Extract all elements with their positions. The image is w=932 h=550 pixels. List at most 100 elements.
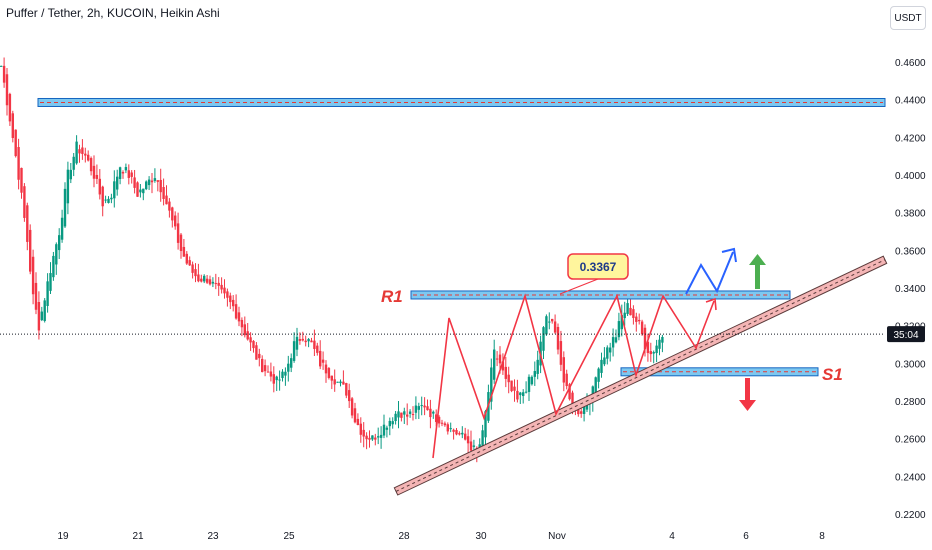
candle-body <box>394 413 397 422</box>
candle-body <box>301 338 304 341</box>
candle-body <box>11 113 14 138</box>
candle-body <box>121 171 125 174</box>
candle-body <box>69 169 72 180</box>
candle-body <box>205 278 209 283</box>
x-tick-label: 8 <box>819 531 825 542</box>
candle-body <box>501 361 505 371</box>
candle-body <box>594 377 597 395</box>
candle-body <box>5 74 9 106</box>
candle-body <box>278 379 281 381</box>
y-tick-label: 0.2600 <box>895 435 926 446</box>
candle-body <box>43 300 46 322</box>
candle-body <box>87 154 90 161</box>
candle-body <box>658 339 661 349</box>
candle-body <box>614 337 618 343</box>
candle-body <box>469 441 473 451</box>
candle-body <box>435 414 438 423</box>
candle-body <box>34 282 38 310</box>
candle-body <box>374 437 377 440</box>
candle-body <box>258 353 261 359</box>
candle-body <box>446 424 449 432</box>
candle-body <box>182 246 186 257</box>
currency-button[interactable]: USDT <box>890 6 926 30</box>
candle-body <box>327 368 331 378</box>
candle-body <box>635 316 638 322</box>
candle-body <box>388 420 391 427</box>
candle-body <box>585 403 589 410</box>
candle-body <box>220 284 223 290</box>
candle-body <box>310 340 313 343</box>
overlay-layer: 35:04 R1 S1 0.3367 <box>0 97 925 496</box>
y-tick-label: 0.4000 <box>895 171 926 182</box>
candle-body <box>397 411 400 418</box>
candle-body <box>652 352 655 354</box>
candle-body <box>368 437 371 440</box>
candle-body <box>203 275 206 282</box>
candle-body <box>522 392 525 397</box>
candle-body <box>379 434 383 438</box>
candle-body <box>423 405 426 408</box>
candle-body <box>81 147 84 154</box>
candle-body <box>20 167 23 193</box>
candle-body <box>37 302 41 331</box>
y-tick-label: 0.3800 <box>895 209 926 220</box>
y-tick-label: 0.3000 <box>895 359 926 370</box>
candle-body <box>84 153 87 156</box>
candle-body <box>649 351 652 355</box>
candle-body <box>603 357 606 365</box>
projection-arrowhead-blue <box>721 247 737 263</box>
x-tick-label: 19 <box>57 531 69 542</box>
candle-body <box>377 436 380 438</box>
candle-body <box>452 429 455 432</box>
candle-body <box>269 371 273 377</box>
candle-body <box>176 223 180 243</box>
candle-body <box>63 188 67 227</box>
candle-body <box>110 197 113 200</box>
down-arrow-shaft <box>745 378 750 402</box>
candle-body <box>2 65 6 83</box>
candle-body <box>516 390 519 400</box>
candle-body <box>194 269 197 277</box>
candle-body <box>629 307 632 316</box>
candle-body <box>481 430 484 449</box>
candle-body <box>272 374 275 384</box>
candle-body <box>165 195 168 205</box>
candle-body <box>577 409 580 415</box>
candle-body <box>646 341 650 354</box>
candle-body <box>188 260 191 266</box>
candle-body <box>359 423 362 435</box>
projection-arrowhead-red <box>705 297 717 311</box>
candle-body <box>330 375 333 381</box>
chart-title: Puffer / Tether, 2h, KUCOIN, Heikin Ashi <box>6 6 220 20</box>
projection-path-red <box>432 293 715 459</box>
candle-body <box>350 398 354 416</box>
candle-body <box>31 256 35 295</box>
candle-body <box>559 341 563 365</box>
candle-body <box>287 363 290 372</box>
candle-body <box>197 274 200 282</box>
candle-body <box>382 424 386 436</box>
candle-body <box>17 147 20 180</box>
down-arrow-head <box>739 400 756 411</box>
candle-body <box>356 418 360 425</box>
candle-body <box>464 433 467 440</box>
candle-body <box>472 445 476 447</box>
candle-body <box>580 411 583 414</box>
candle-body <box>406 414 409 417</box>
candle-body <box>562 357 565 383</box>
candle-body <box>174 215 177 227</box>
candle-body <box>353 408 357 423</box>
candle-body <box>336 381 339 383</box>
candle-body <box>548 321 551 323</box>
y-tick-label: 0.2200 <box>895 510 926 521</box>
candle-body <box>232 299 235 307</box>
candle-body <box>127 170 130 178</box>
candle-body <box>437 416 441 424</box>
candle-body <box>58 235 61 251</box>
candle-body <box>89 158 93 172</box>
candle-body <box>600 359 603 373</box>
candle-body <box>208 279 212 285</box>
candle-body <box>234 304 238 319</box>
y-tick-label: 0.4400 <box>895 96 926 107</box>
